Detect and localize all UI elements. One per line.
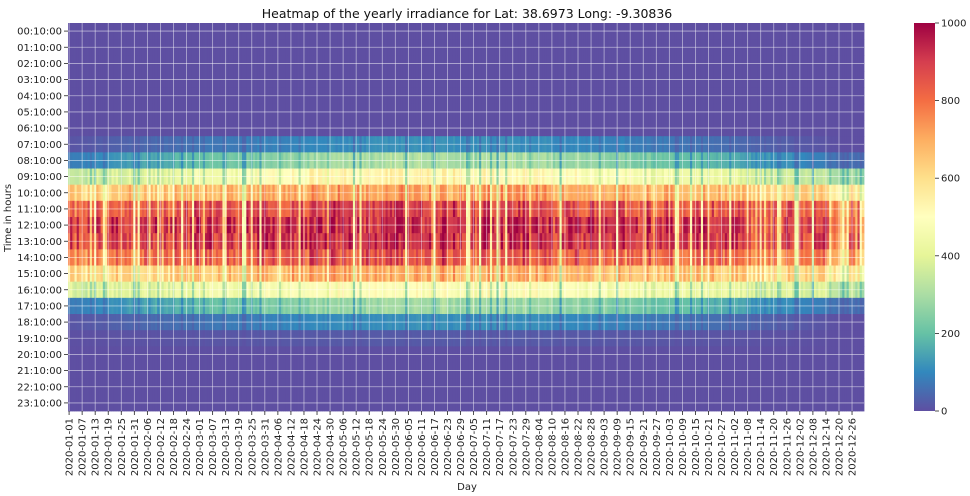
chart-title: Heatmap of the yearly irradiance for Lat… — [262, 6, 673, 21]
heatmap-cells — [68, 23, 865, 412]
